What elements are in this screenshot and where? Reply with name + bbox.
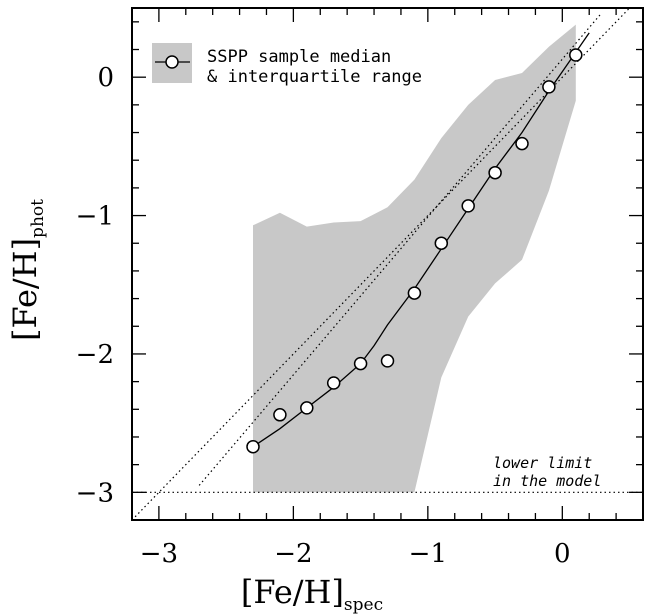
- data-point-10: [515, 136, 529, 151]
- x-tick-label: −3: [140, 539, 178, 569]
- y-tick-label: −3: [76, 478, 114, 508]
- y-axis-label-main: [Fe/H]: [6, 238, 44, 341]
- x-axis-label: [Fe/H]spec: [241, 573, 383, 615]
- x-tick-label: −2: [274, 539, 312, 569]
- interquartile-band-layer: [253, 24, 576, 493]
- x-axis-label-main: [Fe/H]: [241, 573, 344, 611]
- legend: SSPP sample median & interquartile range: [152, 43, 422, 87]
- ticks-layer: [131, 8, 644, 521]
- data-point-0: [246, 439, 260, 454]
- data-point-5: [380, 354, 395, 368]
- y-tick-label: 0: [97, 63, 114, 93]
- data-point-12: [569, 48, 583, 62]
- series-line-2: [132, 8, 631, 520]
- y-tick-label: −1: [76, 202, 114, 232]
- lower-limit-annotation-line2: in the model: [493, 472, 601, 490]
- interquartile-band: [253, 24, 576, 493]
- plot-frame: [131, 7, 644, 521]
- data-point-11: [542, 80, 556, 94]
- data-point-6: [407, 286, 422, 300]
- x-tick-label: 0: [554, 539, 571, 569]
- data-point-4: [353, 356, 368, 371]
- y-axis-label-sub: phot: [28, 199, 48, 238]
- legend-label-median: SSPP sample median: [207, 47, 391, 67]
- data-point-8: [461, 199, 475, 213]
- x-axis-label-sub: spec: [344, 595, 383, 615]
- data-point-3: [326, 376, 341, 390]
- x-tick-label: −1: [409, 539, 447, 569]
- points-layer: [246, 48, 583, 454]
- lower-limit-annotation-line1: lower limit: [493, 454, 592, 472]
- legend-marker: [165, 55, 179, 69]
- y-axis-label: [Fe/H]phot: [6, 199, 48, 341]
- data-point-1: [273, 408, 287, 422]
- legend-label-iqr: & interquartile range: [207, 67, 422, 87]
- data-point-2: [300, 401, 314, 415]
- data-point-9: [488, 165, 502, 180]
- y-tick-label: −2: [76, 340, 114, 370]
- data-point-7: [434, 236, 449, 250]
